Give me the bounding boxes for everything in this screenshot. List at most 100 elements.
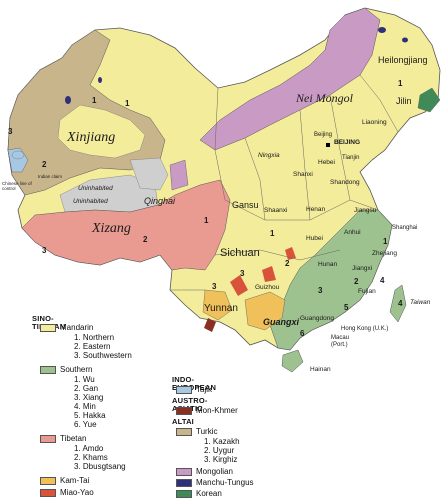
num-s3: 3 [318,286,323,295]
legend-tibetan-2: 2. Khams [74,453,108,462]
label-indian-claim: Indian claim [38,174,63,179]
legend-mon-khmer: Mon-Khmer [196,406,238,415]
kam-tai-yunnan [202,289,233,321]
label-jiangxi: Jiangxi [352,265,373,272]
label-chinese-line: Chinese line of control [2,181,32,191]
swatch-tibetan [40,435,56,443]
legend-turkic: Turkic [196,427,218,436]
manchu-tungus-spot-4 [98,77,102,83]
legend-southern-2: 2. Gan [74,384,99,393]
manchu-tungus-spot-2 [402,37,408,43]
beijing-capital-marker [326,143,330,147]
label-shanxi: Shanxi [293,171,313,178]
label-zhejiang: Zhejiang [372,250,397,257]
num-s2: 2 [354,277,359,286]
legend-tibetan-3: 3. Dbusgtsang [74,462,126,471]
legend-tajik: Tajik [196,385,213,394]
label-beijing: Beijing [314,132,333,138]
legend-turkic-2: 2. Uygur [204,446,235,455]
swatch-manchu-tungus [176,479,192,487]
label-uninhabited-1: Uninhabited [78,185,113,192]
legend-indo-european: INDO-EUROPEAN [172,375,217,392]
label-hainan: Hainan [310,366,331,373]
legend-kam-tai: Kam-Tai [60,476,90,485]
label-hebei: Hebei [318,159,335,166]
num-sc1: 1 [270,229,275,238]
legend-southern-5: 5. Hakka [74,411,106,420]
label-qinghai: Qinghai [144,196,176,206]
num-sc3: 3 [240,269,245,278]
legend-tibetan: Tibetan [60,434,87,443]
mandarin-xinjiang-area [57,104,146,159]
label-yunnan: Yunnan [204,303,238,314]
swatch-kam-tai [40,477,56,485]
swatch-miao-yao [40,489,56,497]
num-hl1b: 1 [125,99,130,108]
legend-manchu-tungus: Manchu-Tungus [196,478,254,487]
korean-region [417,87,441,113]
label-ningxia: Ningxia [258,152,280,159]
label-heilongjiang: Heilongjiang [378,55,428,65]
label-xizang: Xizang [92,221,131,236]
label-guangxi: Guangxi [263,317,300,327]
manchu-tungus-spot-3 [65,96,71,104]
southern-region [269,209,393,351]
num-xz3: 3 [42,246,47,255]
uninhabited-area-2 [129,157,169,191]
legend-tibetan-1: 1. Amdo [74,444,104,453]
legend-southern-3: 3. Xiang [74,393,104,402]
label-hubei: Hubei [306,235,323,242]
swatch-mongolian [176,468,192,476]
label-shanghai: Shanghai [392,225,418,231]
swatch-tajik [176,386,192,394]
num-s1: 1 [383,237,388,246]
swatch-mon-khmer [176,407,192,415]
num-m3: 3 [212,282,217,291]
label-hong-kong: Hong Kong (U.K.) [341,326,389,332]
num-s5: 5 [344,303,349,312]
legend-turkic-1: 1. Kazakh [204,437,240,446]
legend-mandarin-2: 2. Eastern [74,342,111,351]
label-macau-port: (Port.) [331,342,348,348]
miao-yao-spot-2 [262,266,276,282]
taiwan-island [389,284,407,323]
label-anhui: Anhui [344,229,361,236]
num-s6: 6 [300,329,305,338]
hainan-island [281,349,304,373]
label-sichuan: Sichuan [220,247,260,259]
num-xj3: 3 [8,127,13,136]
label-jilin: Jilin [396,96,412,106]
label-hunan: Hunan [318,261,338,268]
legend-korean: Korean [196,489,222,498]
legend-mandarin: Mandarin [60,323,94,332]
label-taiwan: Taiwan [410,299,431,306]
num-xj1: 1 [92,96,97,105]
num-m2: 2 [285,259,290,268]
num-xz2: 2 [143,235,148,244]
province-borders [170,74,399,291]
label-nei-mongol: Nei Mongol [296,91,353,105]
label-gansu: Gansu [232,200,259,210]
num-hl1: 1 [398,79,403,88]
num-s4b: 4 [398,299,403,308]
legend-mandarin-3: 3. Southwestern [74,351,132,360]
label-liaoning: Liaoning [362,119,387,126]
swatch-mandarin [40,324,56,332]
legend-southern-6: 6. Yue [74,420,97,429]
manchu-tungus-spot-1 [378,27,386,33]
label-guizhou: Guizhou [255,284,280,291]
miao-yao-spot-1 [230,275,248,296]
legend-southern-1: 1. Wu [74,375,95,384]
legend-mandarin-1: 1. Northern [74,333,115,342]
num-s4: 4 [380,276,385,285]
legend-miao-yao: Miao-Yao [60,488,94,497]
label-shaanxi: Shaanxi [264,207,288,214]
label-guangdong: Guangdong [300,315,334,322]
label-xinjiang: Xinjiang [67,130,116,145]
kam-tai-guangxi [244,291,286,331]
num-xj2: 2 [42,160,47,169]
label-macau: Macau [331,335,350,341]
lake-1 [11,150,25,160]
legend-turkic-3: 3. Kirghiz [204,455,238,464]
